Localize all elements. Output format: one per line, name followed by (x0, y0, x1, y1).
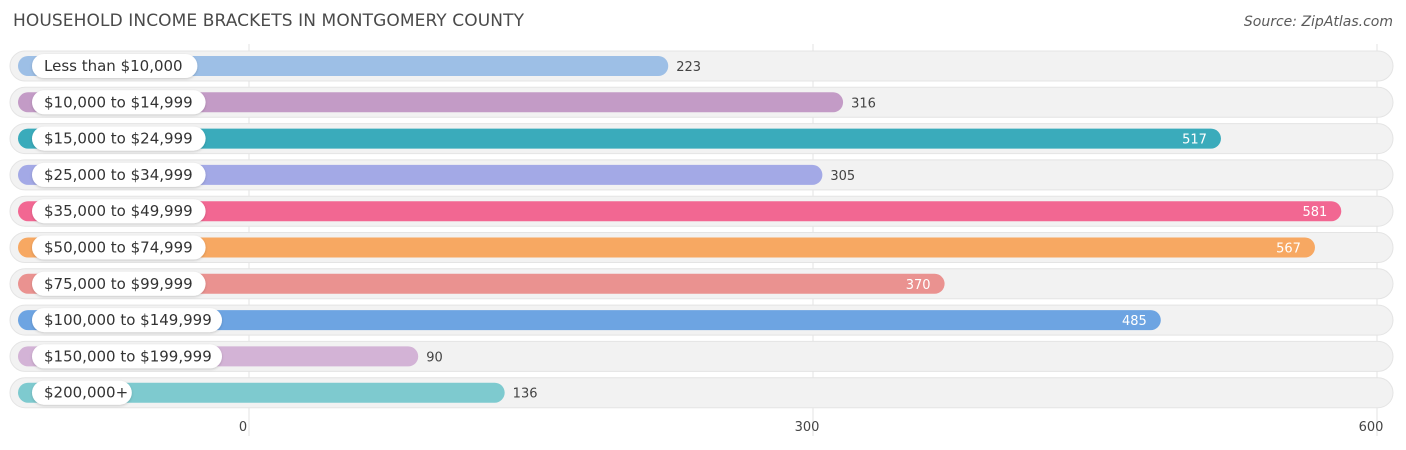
bar-row: $100,000 to $149,999 485 (9, 304, 1394, 336)
value-label: 370 (906, 278, 931, 293)
bar (18, 382, 505, 403)
category-label: $100,000 to $149,999 (44, 311, 212, 329)
category-label-pill (32, 308, 222, 333)
bar-row: $35,000 to $49,999 581 (9, 195, 1394, 227)
category-label-pill (32, 344, 222, 369)
bar (18, 164, 823, 185)
x-axis-ticks: 0 300 600 (239, 420, 1384, 435)
value-label: 485 (1122, 314, 1147, 329)
bar (18, 201, 1342, 222)
bar-row: $15,000 to $24,999 517 (9, 123, 1394, 155)
bar (18, 310, 1161, 331)
value-label: 567 (1276, 242, 1301, 257)
bar (18, 92, 844, 113)
value-label: 517 (1182, 133, 1207, 148)
bar-row: $75,000 to $99,999 370 (9, 268, 1394, 300)
value-label: 581 (1302, 205, 1327, 220)
category-label-pill (32, 380, 132, 405)
category-label-pill (32, 126, 206, 151)
x-tick-label: 0 (239, 420, 247, 435)
bar (18, 128, 1221, 149)
value-label: 136 (513, 387, 538, 402)
category-label: $75,000 to $99,999 (44, 275, 193, 293)
bar (18, 237, 1315, 258)
value-label: 316 (851, 96, 876, 111)
category-label: $200,000+ (44, 384, 128, 402)
value-label: 90 (426, 350, 443, 365)
category-label-pill (32, 162, 206, 187)
bar-row: $25,000 to $34,999 305 (9, 159, 1394, 191)
category-label: $10,000 to $14,999 (44, 93, 193, 111)
value-label: 223 (676, 60, 701, 75)
category-label-pill (32, 90, 206, 115)
category-label: $35,000 to $49,999 (44, 202, 193, 220)
x-tick-label: 300 (795, 420, 820, 435)
chart-title: HOUSEHOLD INCOME BRACKETS IN MONTGOMERY … (13, 11, 525, 31)
category-label: $15,000 to $24,999 (44, 130, 193, 148)
x-tick-label: 600 (1359, 420, 1384, 435)
category-label-pill (32, 199, 206, 224)
bar-rows: Less than $10,000 223 $10,000 to $14,999 31… (9, 50, 1394, 409)
bar-row: Less than $10,000 223 (9, 50, 1394, 82)
bar-row: $50,000 to $74,999 567 (9, 232, 1394, 263)
category-label: Less than $10,000 (44, 57, 183, 75)
value-label: 305 (830, 169, 855, 184)
bar-row: $200,000+ 136 (9, 377, 1394, 409)
bar-row: $150,000 to $199,999 90 (9, 340, 1394, 372)
bar-row: $10,000 to $14,999 316 (9, 86, 1394, 118)
bar (18, 273, 945, 294)
category-label-pill (32, 271, 206, 296)
category-label: $25,000 to $34,999 (44, 166, 193, 184)
source-credit: Source: ZipAtlas.com (1243, 14, 1393, 30)
category-label-pill (32, 54, 198, 78)
category-label: $50,000 to $74,999 (44, 239, 193, 257)
category-label-pill (32, 235, 206, 260)
category-label: $150,000 to $199,999 (44, 347, 212, 365)
